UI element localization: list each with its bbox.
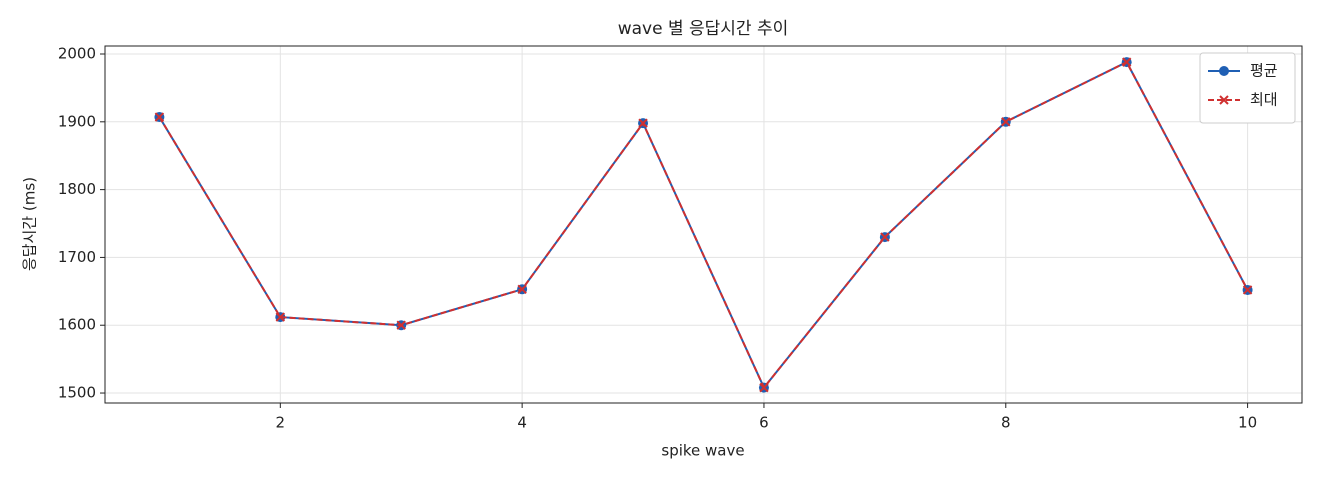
marker (1001, 117, 1011, 127)
marker (759, 382, 769, 393)
marker (638, 118, 648, 128)
legend-label: 평균 (1250, 62, 1278, 80)
y-axis-label: 응답시간 (ms) (21, 177, 39, 271)
marker (1121, 57, 1132, 67)
marker-cross (880, 232, 890, 242)
series-line (158, 60, 1249, 390)
chart-title: wave 별 응답시간 추이 (618, 19, 789, 39)
x-tick-label: 8 (1001, 414, 1011, 432)
x-tick-label: 2 (276, 414, 286, 432)
marker (396, 320, 406, 330)
marker-cross (517, 284, 527, 294)
marker (1242, 285, 1253, 295)
y-tick-label: 2000 (58, 45, 96, 63)
marker-cross (1242, 285, 1253, 295)
y-tick-label: 1800 (58, 180, 96, 198)
marker-cross (275, 312, 286, 322)
marker (154, 112, 165, 122)
x-axis-label: spike wave (661, 442, 744, 460)
y-tick-label: 1500 (58, 384, 96, 402)
x-tick-label: 4 (517, 414, 527, 432)
marker-cross (1001, 117, 1011, 127)
legend-box (1199, 52, 1296, 124)
marker-cross (1219, 95, 1229, 105)
series-line (158, 60, 1249, 390)
marker (517, 284, 527, 294)
marker-cross (154, 112, 165, 122)
x-tick-label: 10 (1238, 414, 1257, 432)
marker (275, 312, 286, 322)
y-tick-label: 1900 (58, 112, 96, 130)
marker-cross (1121, 57, 1132, 67)
marker-cross (638, 118, 648, 128)
x-tick-label: 6 (759, 414, 769, 432)
plot-frame (104, 45, 1303, 404)
marker-cross (396, 320, 406, 330)
y-tick-label: 1700 (58, 248, 96, 266)
marker (1219, 95, 1229, 105)
marker (1219, 66, 1229, 76)
legend-label: 최대 (1250, 91, 1278, 109)
marker (880, 232, 890, 242)
y-tick-label: 1600 (58, 316, 96, 334)
marker-cross (759, 382, 769, 393)
